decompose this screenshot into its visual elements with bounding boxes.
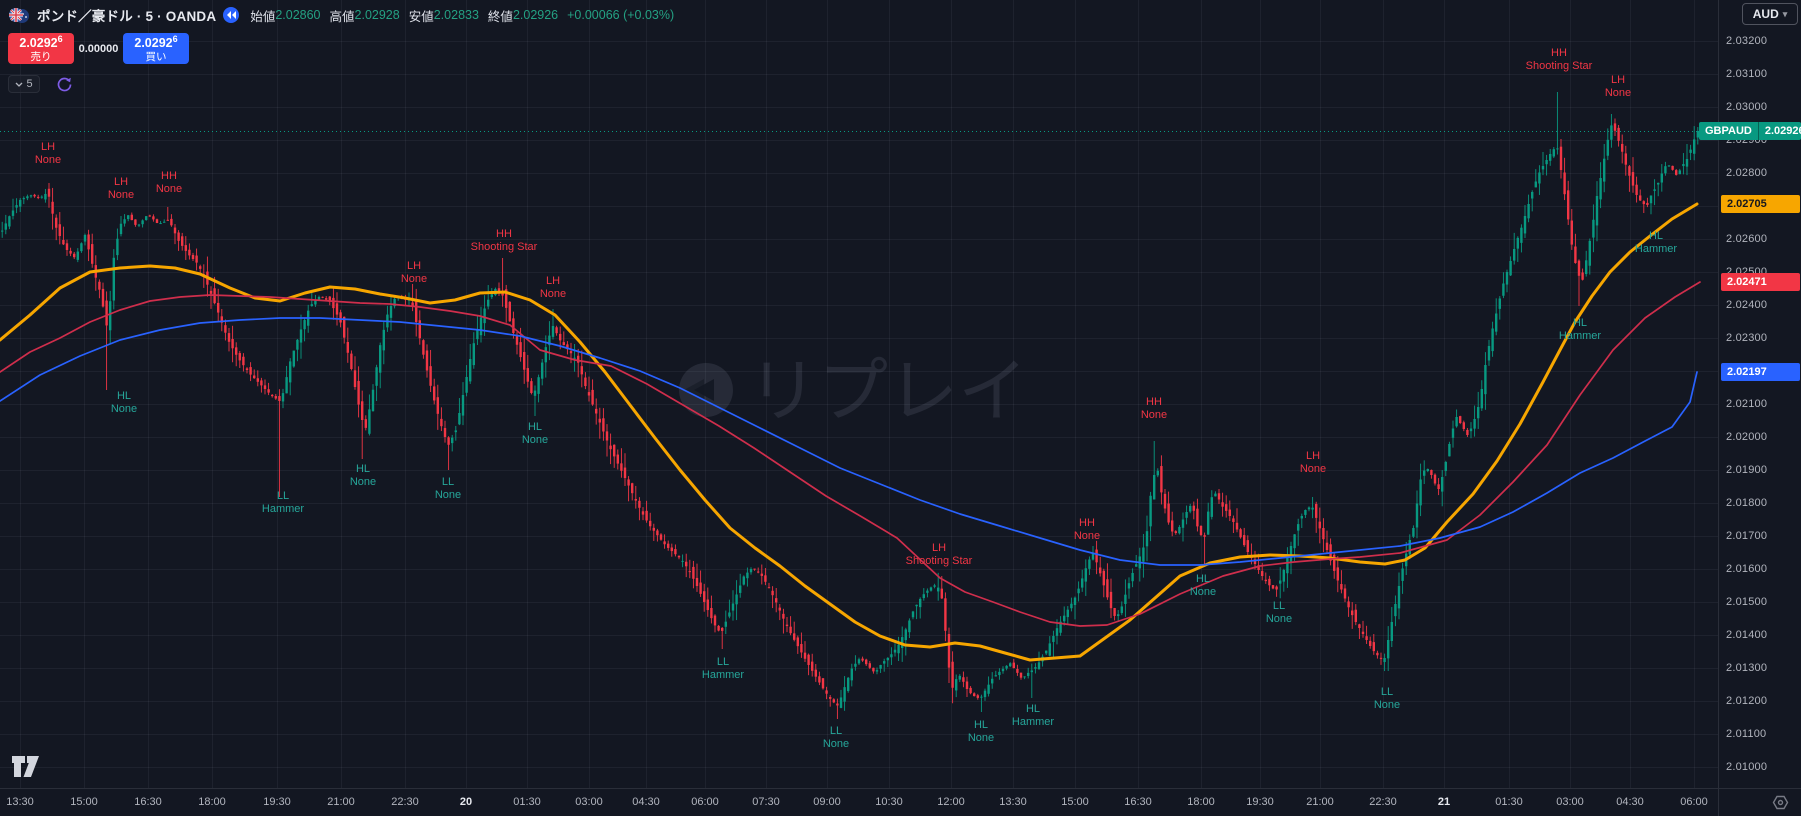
chevron-down-icon [15,82,23,87]
time-tick: 03:00 [1556,796,1584,808]
ohlc-readout: 始値 2.02860 高値 2.02928 安値 2.02833 終値 2.02926 … [250,6,674,25]
symbol-title[interactable]: ポンド／豪ドル · 5 · OANDA [37,9,217,24]
time-tick: 04:30 [632,796,660,808]
price-tick: 2.01900 [1726,464,1768,476]
time-tick: 12:00 [937,796,965,808]
time-tick: 20 [459,796,473,808]
time-tick: 15:00 [1061,796,1089,808]
price-tick: 2.02000 [1726,431,1768,443]
chevron-down-icon: ▾ [1782,8,1788,19]
current-price-label: GBPAUD 2.02926 [1699,122,1801,140]
replay-restart-icon[interactable] [56,76,73,93]
replay-watermark: リプレイ [679,352,1028,430]
time-axis[interactable]: 13:30 15:00 16:30 18:00 19:30 21:00 22:30 20 01:… [0,788,1718,816]
price-tick: 2.01700 [1726,530,1768,542]
time-tick: 13:30 [6,796,34,808]
time-tick: 21:00 [1306,796,1334,808]
time-tick: 01:30 [513,796,541,808]
time-tick: 18:00 [1187,796,1215,808]
time-tick: 06:00 [1680,796,1708,808]
price-tick: 2.02400 [1726,299,1768,311]
time-tick: 19:30 [1246,796,1274,808]
candles [1,92,1699,719]
time-tick: 16:30 [1124,796,1152,808]
time-tick: 18:00 [198,796,226,808]
price-tick: 2.03200 [1726,35,1768,47]
ma-mid-red [0,281,1701,627]
axis-settings-corner [1718,788,1801,816]
open-value: 始値 2.02860 [250,8,321,24]
ma-price-label: 2.02471 [1721,273,1800,291]
ma-price-label: 2.02197 [1721,363,1800,381]
pair-flag-icon [8,7,30,24]
time-tick: 22:30 [1369,796,1397,808]
price-tick: 2.02100 [1726,398,1768,410]
candlestick-chart[interactable]: リプレイ [0,0,1718,788]
time-tick: 06:00 [691,796,719,808]
svg-text:リプレイ: リプレイ [748,352,1028,430]
price-tick: 2.01400 [1726,629,1768,641]
spread-value: 0.00000 [78,42,119,55]
time-tick: 21:00 [327,796,355,808]
change-value: +0.00066 (+0.03%) [567,8,675,22]
legend-collapse-toggle[interactable]: 5 [8,75,40,93]
close-value: 終値 2.02926 [487,8,559,24]
time-tick: 15:00 [70,796,98,808]
ma-price-label: 2.02705 [1721,195,1800,213]
grid [0,0,1718,788]
time-tick: 13:30 [999,796,1027,808]
gear-icon[interactable] [1772,794,1789,811]
price-tick: 2.02800 [1726,167,1768,179]
price-tick: 2.01100 [1726,728,1767,740]
low-value: 安値 2.02833 [408,8,479,24]
price-tick: 2.03000 [1726,101,1768,113]
time-tick: 22:30 [391,796,419,808]
time-tick: 19:30 [263,796,291,808]
price-tick: 2.01200 [1726,695,1768,707]
high-value: 高値 2.02928 [329,8,400,24]
buy-button[interactable]: 2.02926 買い [123,33,189,64]
trade-widget: 2.02926 売り 0.00000 2.02926 買い [8,33,189,64]
price-tick: 2.01000 [1726,761,1768,773]
time-tick: 16:30 [134,796,162,808]
price-tick: 2.02300 [1726,332,1768,344]
sell-button[interactable]: 2.02926 売り [8,33,74,64]
price-tick: 2.02600 [1726,233,1768,245]
time-tick: 21 [1437,796,1451,808]
ma-fast-orange [0,202,1699,662]
time-tick: 10:30 [875,796,903,808]
ma-slow-blue [0,317,1698,566]
tradingview-logo[interactable] [12,756,39,782]
chart-header: ポンド／豪ドル · 5 · OANDA 始値 2.02860 高値 2.02928 … [8,4,674,93]
time-tick: 03:00 [575,796,603,808]
price-tick: 2.01500 [1726,596,1768,608]
replay-rewind-icon[interactable] [223,7,240,23]
price-tick: 2.03100 [1726,68,1768,80]
price-tick: 2.01600 [1726,563,1768,575]
time-tick: 07:30 [752,796,780,808]
time-tick: 04:30 [1616,796,1644,808]
price-tick: 2.01800 [1726,497,1768,509]
price-tick: 2.01300 [1726,662,1768,674]
time-tick: 01:30 [1495,796,1523,808]
time-tick: 09:00 [813,796,841,808]
price-axis[interactable]: AUD ▾ 2.03200 2.03100 2.03000 2.02900 2.02800… [1699,0,1801,788]
currency-selector[interactable]: AUD ▾ [1742,3,1798,25]
